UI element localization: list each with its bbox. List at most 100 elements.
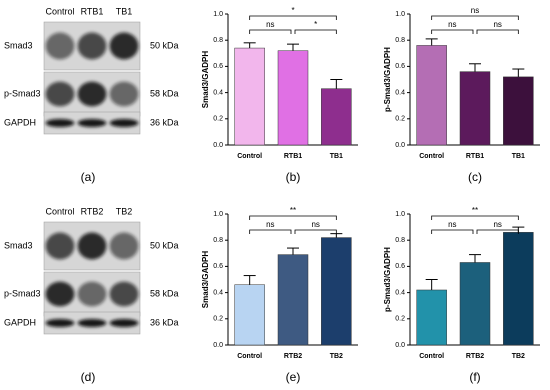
y-axis-label: Smad3/GADPH — [201, 251, 210, 309]
bracket — [431, 29, 474, 34]
error-bar — [330, 79, 343, 89]
y-tick-label: 0.2 — [213, 316, 223, 323]
x-tick-label: TB1 — [330, 153, 343, 160]
blot-band — [77, 81, 107, 107]
y-tick-label: 1.0 — [395, 11, 405, 18]
error-bar — [330, 233, 343, 238]
bar — [321, 237, 352, 346]
y-axis-label: Smad3/GADPH — [201, 51, 210, 109]
blot-band — [77, 281, 107, 307]
bracket — [431, 15, 519, 20]
protein-label: GAPDH — [4, 317, 36, 327]
size-label: 58 kDa — [150, 88, 179, 98]
size-label: 50 kDa — [150, 40, 179, 50]
bar — [234, 47, 265, 146]
lane-label: RTB2 — [81, 206, 104, 216]
significance-label: ** — [472, 206, 478, 215]
y-tick-label: 0.2 — [395, 316, 405, 323]
x-tick-label: TB2 — [512, 353, 525, 360]
panel-caption: (d) — [81, 370, 96, 384]
blot-band — [109, 32, 139, 60]
blot-band — [45, 119, 75, 127]
blot-band — [45, 81, 75, 107]
bracket — [431, 229, 474, 234]
bracket — [431, 215, 519, 220]
bracket — [294, 29, 337, 34]
lane-label: TB2 — [116, 206, 133, 216]
error-bar — [469, 63, 481, 72]
lane-label: Control — [45, 206, 74, 216]
x-tick-label: TB1 — [512, 153, 525, 160]
bracket — [249, 29, 292, 34]
bracket — [476, 29, 519, 34]
protein-label: p-Smad3 — [4, 288, 41, 298]
panel-caption: (e) — [286, 370, 301, 384]
protein-label: GAPDH — [4, 117, 36, 127]
blot-band — [45, 319, 75, 327]
bar — [503, 76, 534, 146]
size-label: 36 kDa — [150, 117, 179, 127]
x-tick-label: RTB2 — [284, 353, 302, 360]
error-bar — [469, 254, 481, 263]
significance-label: ns — [448, 220, 456, 229]
x-tick-label: TB2 — [330, 353, 343, 360]
significance-label: ** — [290, 206, 296, 215]
bracket — [476, 229, 519, 234]
blot-band — [109, 119, 139, 127]
y-tick-label: 0.4 — [213, 89, 223, 96]
protein-label: p-Smad3 — [4, 88, 41, 98]
significance-label: ns — [266, 220, 274, 229]
y-tick-label: 0.0 — [213, 342, 223, 349]
y-tick-label: 1.0 — [213, 211, 223, 218]
x-tick-label: Control — [419, 153, 444, 160]
y-tick-label: 1.0 — [395, 211, 405, 218]
significance-label: ns — [493, 20, 501, 29]
panel-caption: (c) — [468, 170, 482, 184]
x-tick-label: Control — [237, 353, 262, 360]
blot-band — [45, 32, 75, 60]
bracket — [249, 229, 292, 234]
error-bar — [425, 279, 438, 290]
error-bar — [243, 275, 256, 285]
significance-label: ns — [471, 6, 479, 15]
size-label: 58 kDa — [150, 288, 179, 298]
bracket — [249, 15, 337, 20]
size-label: 36 kDa — [150, 317, 179, 327]
y-tick-label: 0.6 — [213, 63, 223, 70]
y-tick-label: 0.8 — [213, 37, 223, 44]
bracket — [294, 229, 337, 234]
blot-band — [45, 281, 75, 307]
x-tick-label: RTB1 — [466, 153, 484, 160]
y-axis-label: p-Smad3/GADPH — [383, 47, 392, 112]
y-tick-label: 0.0 — [395, 142, 405, 149]
protein-label: Smad3 — [4, 240, 33, 250]
y-tick-label: 0.2 — [213, 116, 223, 123]
x-tick-label: Control — [237, 153, 262, 160]
blot-band — [77, 319, 107, 327]
significance-label: ns — [266, 20, 274, 29]
blot-band — [109, 281, 139, 307]
protein-label: Smad3 — [4, 40, 33, 50]
x-tick-label: RTB2 — [466, 353, 484, 360]
significance-label: ns — [493, 220, 501, 229]
y-tick-label: 0.8 — [395, 37, 405, 44]
panel-caption: (f) — [469, 370, 480, 384]
y-tick-label: 0.0 — [213, 142, 223, 149]
bar — [503, 232, 534, 346]
y-axis-label: p-Smad3/GADPH — [383, 247, 392, 312]
y-tick-label: 0.4 — [395, 89, 405, 96]
error-bar — [243, 42, 256, 49]
y-tick-label: 0.8 — [395, 237, 405, 244]
y-tick-label: 0.8 — [213, 237, 223, 244]
y-tick-label: 0.4 — [213, 289, 223, 296]
y-tick-label: 0.2 — [395, 116, 405, 123]
lane-label: RTB1 — [81, 6, 104, 16]
lane-label: TB1 — [116, 6, 133, 16]
y-tick-label: 0.4 — [395, 289, 405, 296]
bar — [416, 289, 447, 346]
y-tick-label: 0.6 — [395, 63, 405, 70]
error-bar — [287, 43, 299, 51]
bracket — [249, 215, 337, 220]
panel-caption: (b) — [286, 170, 301, 184]
